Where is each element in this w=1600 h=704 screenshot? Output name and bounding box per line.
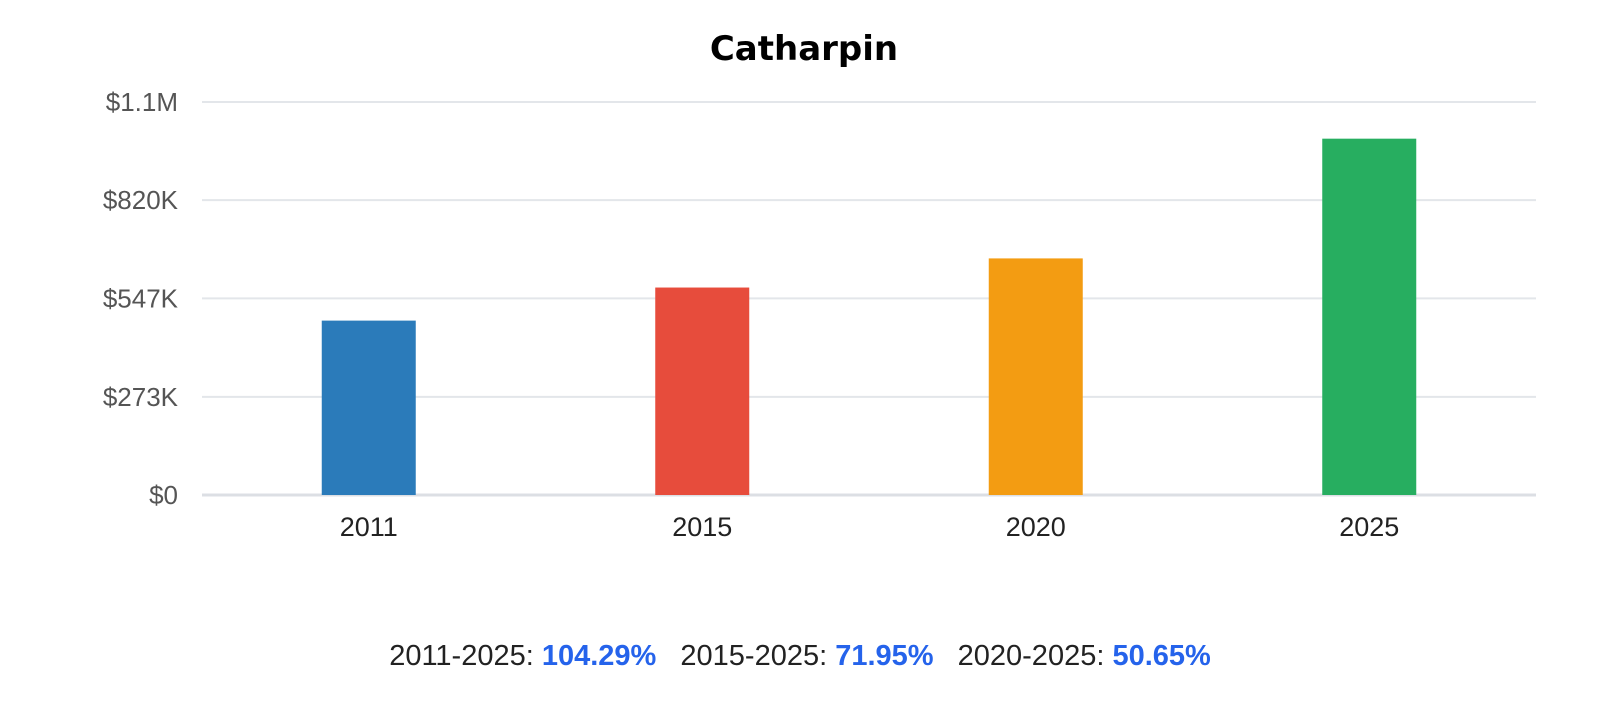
growth-stat-value: 104.29%: [541, 640, 657, 672]
bar-2025: [1322, 138, 1417, 495]
y-tick-label: $820K: [103, 185, 179, 215]
x-tick-label: 2025: [1339, 512, 1399, 542]
growth-summary: 2011-2025: 104.29% 2015-2025: 71.95% 202…: [0, 640, 1600, 673]
y-tick-label: $273K: [103, 382, 179, 412]
growth-stat-label: 2011-2025:: [389, 640, 534, 672]
y-axis-ticks: $0 $273K $547K $820K $1.1M: [103, 87, 179, 510]
x-axis-ticks: 2011 2015 2020 2025: [340, 512, 1400, 542]
y-tick-label: $0: [149, 480, 178, 510]
growth-stat-2015-2025: 2015-2025: 71.95%: [680, 640, 933, 673]
y-tick-label: $547K: [103, 283, 179, 313]
growth-stat-label: 2015-2025:: [680, 640, 828, 672]
bars: [321, 138, 1417, 495]
x-tick-label: 2015: [672, 512, 732, 542]
bar-2020: [988, 258, 1083, 495]
x-tick-label: 2011: [340, 512, 398, 542]
bar-2015: [655, 287, 750, 495]
growth-stat-label: 2020-2025:: [957, 640, 1105, 672]
chart-title: Catharpin: [710, 29, 898, 69]
y-tick-label: $1.1M: [106, 87, 178, 117]
bar-2011: [321, 320, 416, 495]
growth-stat-value: 71.95%: [835, 640, 934, 672]
growth-stat-2011-2025: 2011-2025: 104.29%: [389, 640, 656, 673]
growth-stat-value: 50.65%: [1112, 640, 1211, 672]
x-tick-label: 2020: [1006, 512, 1066, 542]
gridlines: [202, 101, 1536, 497]
growth-stat-2020-2025: 2020-2025: 50.65%: [958, 640, 1211, 673]
